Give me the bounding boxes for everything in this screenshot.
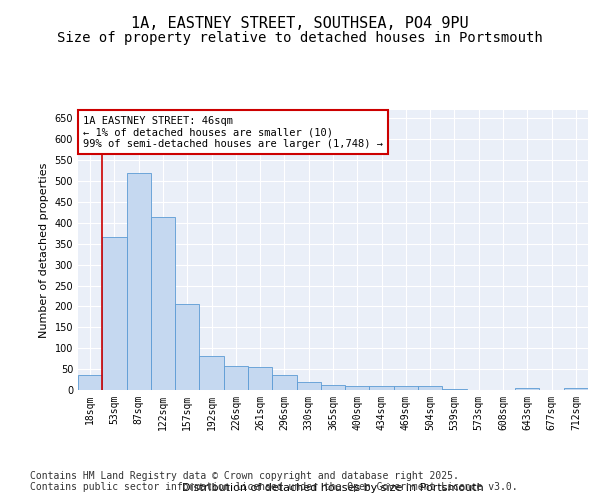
Bar	[345, 386, 370, 390]
Bar	[78, 376, 102, 390]
Bar	[151, 216, 175, 390]
Bar	[321, 385, 345, 390]
Text: 1A, EASTNEY STREET, SOUTHSEA, PO4 9PU: 1A, EASTNEY STREET, SOUTHSEA, PO4 9PU	[131, 16, 469, 31]
Bar	[175, 304, 199, 390]
Y-axis label: Number of detached properties: Number of detached properties	[39, 162, 49, 338]
Bar	[442, 389, 467, 390]
Bar	[248, 367, 272, 390]
Text: 1A EASTNEY STREET: 46sqm
← 1% of detached houses are smaller (10)
99% of semi-de: 1A EASTNEY STREET: 46sqm ← 1% of detache…	[83, 116, 383, 149]
Bar	[272, 376, 296, 390]
Bar	[370, 386, 394, 390]
X-axis label: Distribution of detached houses by size in Portsmouth: Distribution of detached houses by size …	[182, 483, 484, 493]
Bar	[102, 238, 127, 390]
Bar	[418, 386, 442, 390]
Bar	[127, 172, 151, 390]
Bar	[515, 388, 539, 390]
Text: Contains HM Land Registry data © Crown copyright and database right 2025.
Contai: Contains HM Land Registry data © Crown c…	[30, 471, 518, 492]
Text: Size of property relative to detached houses in Portsmouth: Size of property relative to detached ho…	[57, 31, 543, 45]
Bar	[296, 382, 321, 390]
Bar	[199, 356, 224, 390]
Bar	[394, 386, 418, 390]
Bar	[224, 366, 248, 390]
Bar	[564, 388, 588, 390]
